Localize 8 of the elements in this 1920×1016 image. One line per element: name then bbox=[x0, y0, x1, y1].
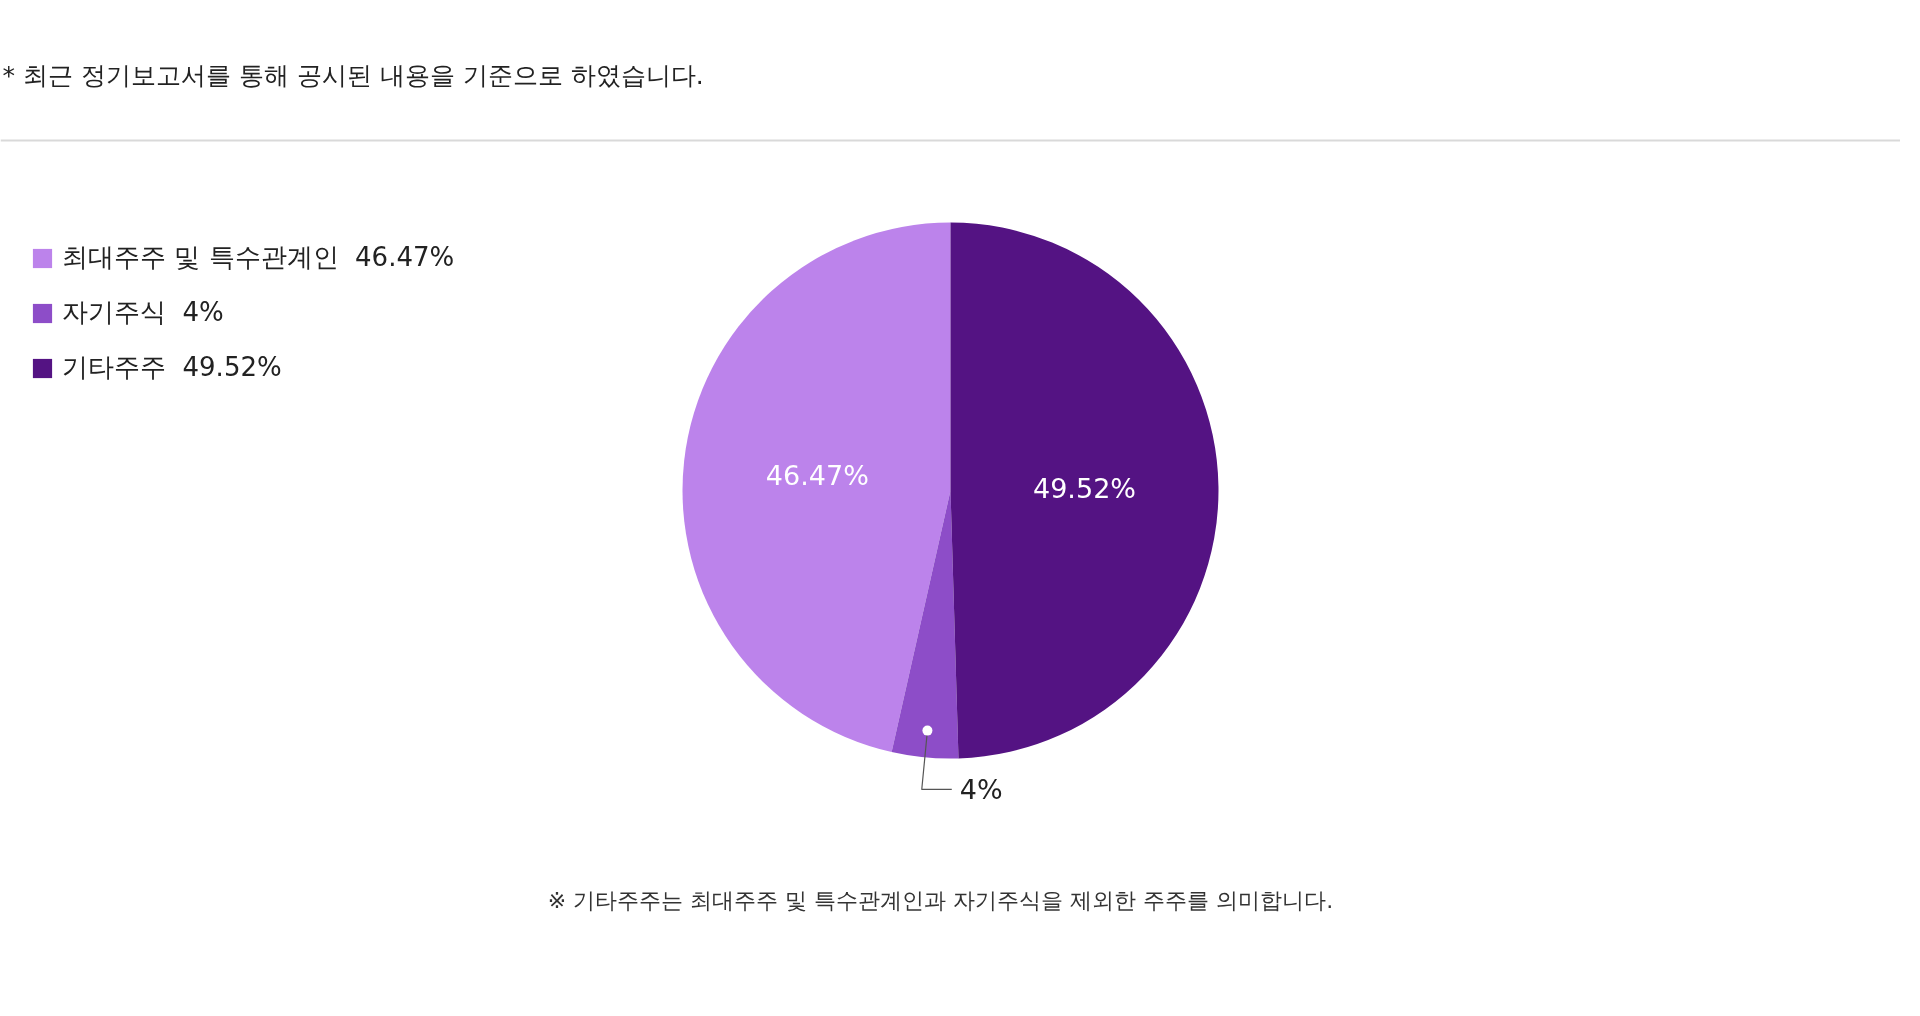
legend-label: 자기주식 4% bbox=[62, 296, 224, 329]
data-label: 4% bbox=[959, 773, 1003, 805]
text: ※ 기타주주는 최대주주 및 특수관계인과 자기주식을 제외한 주주를 의미합니다. bbox=[547, 888, 1334, 913]
legend-label: 기타주주 49.52% bbox=[62, 351, 282, 384]
text: * 최근 정기보고서를 통해 공시된 내용을 기준으로 하였습니다. bbox=[2, 61, 704, 90]
legend-label: 최대주주 및 특수관계인 46.47% bbox=[62, 241, 455, 274]
data-label: 46.47% bbox=[765, 460, 869, 492]
data-label: 49.52% bbox=[1033, 473, 1136, 504]
